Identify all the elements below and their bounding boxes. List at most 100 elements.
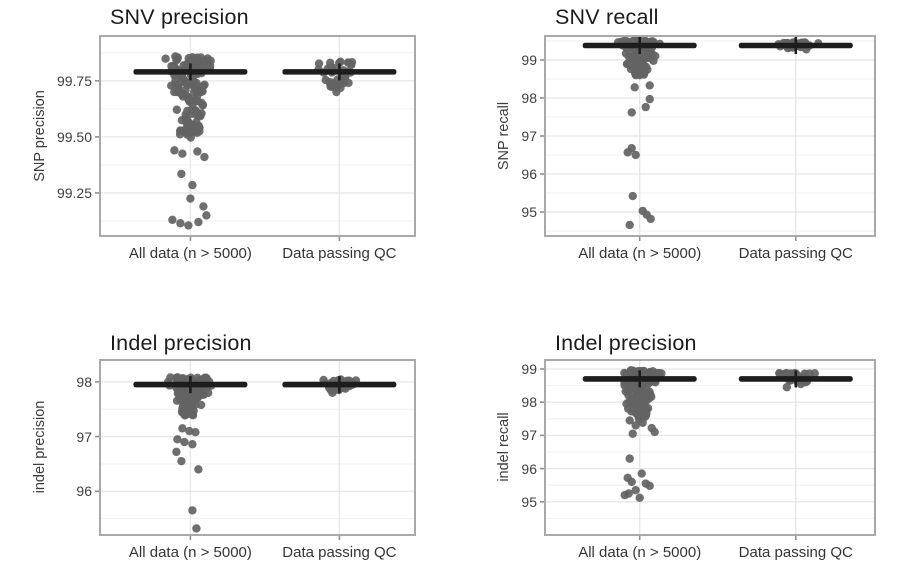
y-tick-label: 97 [76, 428, 92, 445]
data-point-outlier [627, 477, 636, 487]
data-point-outlier [631, 421, 640, 430]
y-tick-label: 96 [76, 483, 92, 500]
data-point [652, 368, 661, 378]
data-point [327, 80, 337, 89]
data-point [170, 87, 179, 97]
x-category-label: Data passing QC [738, 544, 853, 561]
data-point-outlier [328, 388, 337, 398]
y-tick-label: 99 [521, 360, 537, 377]
plot-panel [100, 360, 415, 535]
data-point-outlier [637, 469, 646, 478]
y-tick-label: 99.75 [56, 72, 92, 89]
data-point [184, 95, 193, 105]
x-category-label: All data (n > 5000) [578, 544, 702, 561]
data-point [186, 400, 196, 410]
data-point-outlier [631, 150, 640, 160]
data-point-outlier [628, 191, 637, 201]
data-point-outlier [627, 108, 636, 117]
x-category-label: Data passing QC [282, 245, 397, 262]
data-point-outlier [186, 194, 195, 203]
data-point-outlier [641, 102, 650, 112]
data-point-outlier [176, 219, 185, 228]
data-point [176, 77, 186, 86]
median-bar [582, 376, 697, 382]
data-point [651, 51, 660, 61]
data-point [192, 97, 202, 106]
data-point [198, 375, 207, 384]
y-axis-title-indel-precision: indel precision [32, 400, 48, 494]
y-tick-label: 98 [521, 89, 537, 106]
y-tick-label: 95 [521, 204, 537, 221]
data-point-outlier [178, 149, 187, 158]
data-point-outlier [620, 490, 629, 500]
data-point-outlier [645, 481, 654, 491]
data-point-outlier [638, 418, 647, 427]
y-tick-label: 95 [521, 493, 537, 510]
chart-title-snv-recall: SNV recall [555, 5, 659, 29]
data-point [635, 52, 644, 62]
data-point [810, 369, 819, 378]
panel-border [544, 35, 876, 237]
y-tick-label: 99 [521, 51, 537, 68]
median-bar [582, 42, 697, 49]
data-point-outlier [173, 435, 182, 444]
data-point-outlier [194, 217, 203, 227]
data-point-outlier [178, 424, 187, 433]
plot-panel [545, 360, 875, 535]
y-tick-label: 98 [521, 394, 537, 411]
y-tick-label: 99.50 [56, 128, 92, 145]
data-point-outlier [200, 152, 209, 162]
data-point-outlier [188, 506, 197, 515]
data-point-outlier [332, 87, 341, 97]
data-point [172, 105, 182, 114]
data-point-outlier [184, 221, 193, 230]
data-point-outlier [646, 214, 655, 224]
data-point-outlier [191, 427, 200, 437]
data-point-outlier [625, 220, 634, 230]
y-tick-label: 98 [76, 373, 92, 390]
x-category-label: All data (n > 5000) [578, 245, 702, 262]
data-point [179, 388, 188, 397]
data-point [633, 406, 643, 415]
x-category-label: All data (n > 5000) [128, 544, 252, 561]
x-category-label: Data passing QC [282, 544, 397, 561]
data-point [177, 116, 187, 125]
data-point [179, 61, 188, 70]
data-point-outlier [645, 81, 654, 90]
x-category-label: Data passing QC [738, 245, 853, 262]
data-point [196, 400, 206, 410]
y-tick-label: 99.25 [56, 184, 92, 201]
data-point [190, 107, 200, 117]
data-point-outlier [177, 456, 186, 466]
data-point-outlier [628, 429, 637, 438]
median-bar [282, 381, 397, 388]
data-point [161, 54, 170, 63]
panel-border [99, 359, 416, 536]
data-point-outlier [168, 215, 177, 225]
data-point-outlier [202, 211, 211, 220]
data-point-outlier [782, 383, 791, 392]
data-point [621, 387, 630, 396]
data-point-outlier [625, 454, 634, 463]
data-point-outlier [623, 148, 632, 157]
panel-border [544, 359, 876, 536]
x-category-label: All data (n > 5000) [128, 245, 252, 262]
median-bar [282, 69, 397, 75]
data-point-outlier [630, 83, 639, 92]
y-tick-label: 96 [521, 166, 537, 183]
data-point [205, 61, 215, 71]
data-point [643, 404, 653, 413]
data-point-outlier [170, 146, 179, 155]
data-point-outlier [650, 427, 659, 437]
median-bar [133, 69, 248, 75]
y-tick-label: 97 [521, 128, 537, 144]
median-bar [738, 42, 853, 49]
data-point-outlier [180, 437, 189, 447]
data-point-outlier [199, 202, 208, 211]
plot-panel [100, 36, 415, 236]
data-point [185, 409, 194, 418]
data-point-outlier [631, 485, 640, 495]
data-point [181, 86, 190, 95]
